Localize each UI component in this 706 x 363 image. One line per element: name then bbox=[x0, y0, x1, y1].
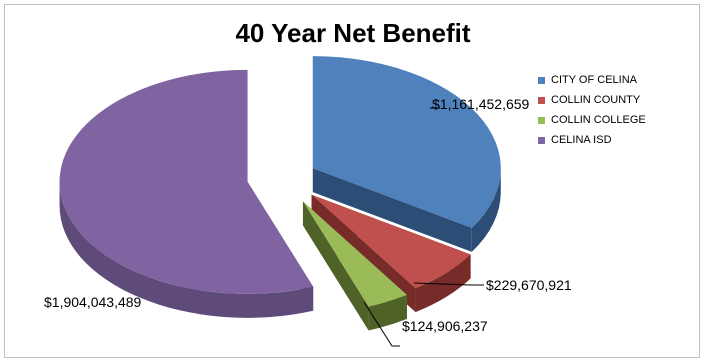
slice-face-city-of-celina-1 bbox=[312, 168, 472, 252]
legend-label: CITY OF CELINA bbox=[551, 74, 637, 86]
legend-item-city-of-celina: CITY OF CELINA bbox=[538, 70, 646, 90]
slice-side-celina-isd bbox=[59, 181, 314, 318]
legend-swatch bbox=[538, 116, 545, 124]
data-label-collin-college: $124,906,237 bbox=[402, 318, 488, 334]
data-label-collin-county: $229,670,921 bbox=[486, 277, 572, 293]
slice-collin-county bbox=[311, 194, 471, 289]
legend-item-collin-county: COLLIN COUNTY bbox=[538, 90, 646, 110]
slice-celina-isd bbox=[59, 69, 314, 294]
legend-swatch bbox=[538, 136, 545, 144]
slice-city-of-celina bbox=[312, 56, 501, 228]
data-label-city-of-celina: $1,161,452,659 bbox=[432, 96, 530, 112]
slice-face-collin-college-1 bbox=[302, 201, 369, 331]
legend-label: CELINA ISD bbox=[551, 134, 612, 146]
legend-label: COLLIN COUNTY bbox=[551, 94, 641, 106]
legend-label: COLLIN COLLEGE bbox=[551, 114, 646, 126]
slice-collin-college bbox=[302, 201, 407, 307]
legend-item-collin-college: COLLIN COLLEGE bbox=[538, 110, 646, 130]
slice-side-city-of-celina bbox=[471, 168, 501, 252]
data-label-celina-isd: $1,904,043,489 bbox=[44, 294, 142, 310]
leader-line-1 bbox=[413, 282, 484, 286]
legend-swatch bbox=[538, 76, 545, 84]
leader-line-2 bbox=[363, 301, 400, 347]
legend-swatch bbox=[538, 96, 545, 104]
chart-title: 40 Year Net Benefit bbox=[235, 18, 471, 48]
chart-legend: CITY OF CELINA COLLIN COUNTY COLLIN COLL… bbox=[538, 70, 646, 150]
pie-slices bbox=[59, 56, 501, 331]
legend-item-celina-isd: CELINA ISD bbox=[538, 130, 646, 150]
leader-lines bbox=[363, 107, 484, 347]
